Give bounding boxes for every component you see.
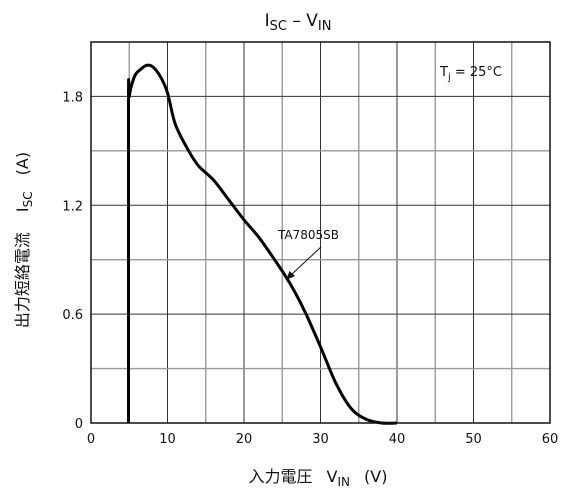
condition-text: = 25°C bbox=[451, 65, 502, 80]
y-tick-label: 0 bbox=[75, 417, 83, 432]
y-axis-label-symbol: I bbox=[13, 207, 32, 212]
series-label-leader bbox=[290, 246, 322, 276]
y-axis-label-unit: (A) bbox=[13, 152, 32, 175]
title-subscript: SC bbox=[270, 19, 287, 34]
x-tick-label: 40 bbox=[389, 432, 406, 447]
condition-annotation: Tj = 25°C bbox=[439, 65, 502, 83]
x-axis-label-unit: (V) bbox=[364, 467, 387, 486]
x-axis-label-symbol: V bbox=[327, 467, 338, 486]
x-tick-label: 20 bbox=[236, 432, 253, 447]
x-axis-label: 入力電圧 VIN (V) bbox=[249, 467, 388, 489]
x-tick-label: 50 bbox=[465, 432, 482, 447]
title-subscript-2: IN bbox=[318, 19, 332, 34]
x-axis-label-jp: 入力電圧 bbox=[249, 467, 313, 486]
series-label: TA7805SB bbox=[277, 228, 339, 242]
plot-frame bbox=[90, 41, 551, 424]
y-axis-label-subscript: SC bbox=[21, 191, 35, 207]
chart-title: ISC – VIN bbox=[265, 11, 332, 34]
x-tick-labels: 0 10 20 30 40 50 60 bbox=[87, 432, 558, 447]
x-tick-label: 60 bbox=[542, 432, 559, 447]
x-axis-label-subscript: IN bbox=[338, 475, 351, 489]
y-tick-labels: 0 0.6 1.2 1.8 bbox=[62, 90, 83, 432]
x-tick-label: 0 bbox=[87, 432, 95, 447]
condition-subscript: j bbox=[447, 72, 451, 83]
condition-symbol: T bbox=[439, 65, 448, 80]
y-tick-label: 0.6 bbox=[62, 308, 83, 323]
series-line-ta7805sb bbox=[127, 63, 398, 425]
series-group bbox=[127, 63, 398, 425]
title-symbol: I bbox=[265, 11, 270, 31]
series-label-arrowhead bbox=[286, 271, 295, 280]
y-tick-label: 1.2 bbox=[62, 199, 83, 214]
y-axis-label: 出力短絡電流 ISC (A) bbox=[13, 152, 35, 328]
y-axis-label-jp: 出力短絡電流 bbox=[13, 232, 32, 328]
x-tick-label: 30 bbox=[312, 432, 329, 447]
title-symbol-2: V bbox=[306, 11, 318, 31]
x-tick-label: 10 bbox=[159, 432, 176, 447]
title-separator: – bbox=[287, 11, 306, 31]
y-tick-label: 1.8 bbox=[62, 90, 83, 105]
